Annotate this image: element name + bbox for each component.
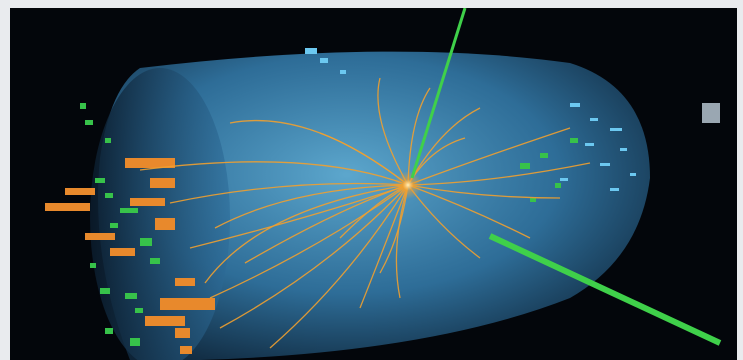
muon-track-lower bbox=[488, 233, 722, 346]
muon-track-upper bbox=[410, 8, 467, 179]
detector-barrel bbox=[98, 51, 650, 360]
calorimeter-towers-orange bbox=[45, 158, 215, 354]
detector-endcap bbox=[90, 68, 230, 360]
outer-hits bbox=[305, 48, 720, 191]
collision-vertex bbox=[394, 171, 422, 199]
collision-event-image bbox=[10, 8, 737, 360]
event-display-svg bbox=[45, 8, 722, 360]
calorimeter-hits-green bbox=[80, 103, 578, 346]
